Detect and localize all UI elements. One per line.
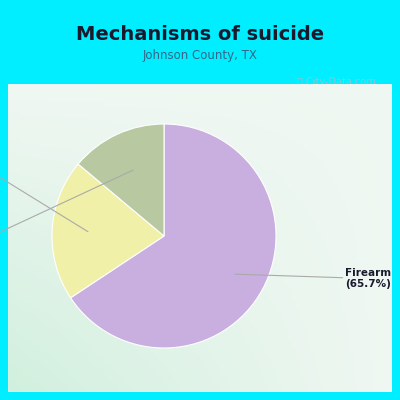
Text: Johnson County, TX: Johnson County, TX [142, 49, 258, 62]
Text: ⓘ City-Data.com: ⓘ City-Data.com [297, 77, 375, 87]
Text: Suffocation
(20.4%): Suffocation (20.4%) [0, 144, 88, 232]
Wedge shape [52, 164, 164, 298]
Text: Firearm
(65.7%): Firearm (65.7%) [235, 268, 392, 289]
Wedge shape [78, 124, 164, 236]
Text: Other
(13.9%): Other (13.9%) [0, 170, 133, 258]
Text: Mechanisms of suicide: Mechanisms of suicide [76, 24, 324, 44]
Wedge shape [70, 124, 276, 348]
